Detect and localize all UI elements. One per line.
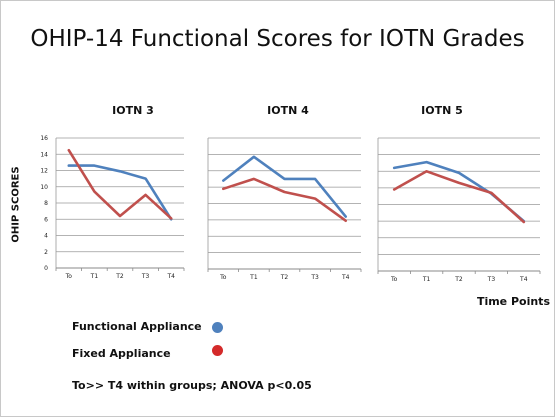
y-tick-label: 0: [44, 265, 48, 272]
y-tick-label: 16: [40, 135, 48, 142]
x-tick-label: T4: [166, 273, 175, 280]
x-tick-label: T4: [341, 274, 350, 281]
x-tick-label: To: [65, 273, 73, 280]
legend-label-fixed: Fixed Appliance: [72, 347, 171, 360]
y-tick-label: 4: [44, 233, 48, 240]
series-line-fixed: [67, 148, 173, 220]
series-line-functional: [67, 164, 173, 221]
x-tick-label: T2: [454, 276, 463, 283]
legend-label-functional: Functional Appliance: [72, 320, 202, 333]
x-axis-label: Time Points: [476, 295, 550, 308]
panel-title-iotn-4: IOTN 4: [267, 104, 309, 117]
x-tick-label: T2: [280, 274, 289, 281]
series-line-fixed: [222, 177, 348, 222]
y-tick-label: 8: [44, 200, 48, 207]
y-tick-label: 2: [44, 249, 48, 256]
x-tick-label: T2: [115, 273, 124, 280]
x-tick-label: T1: [90, 273, 99, 280]
x-tick-label: T1: [422, 276, 431, 283]
footnote: To>> T4 within groups; ANOVA p<0.05: [72, 379, 312, 392]
panel-title-iotn-5: IOTN 5: [421, 104, 463, 117]
y-tick-label: 14: [40, 151, 48, 158]
x-tick-label: T4: [519, 276, 528, 283]
panel-title-iotn-3: IOTN 3: [112, 104, 154, 117]
x-tick-label: To: [219, 274, 227, 281]
x-tick-label: T1: [249, 274, 258, 281]
series-line-fixed: [392, 170, 526, 224]
y-tick-label: 10: [40, 184, 48, 191]
y-tick-label: 12: [40, 168, 48, 175]
series-line-functional: [222, 155, 348, 218]
x-tick-label: T3: [141, 273, 150, 280]
y-tick-label: 6: [44, 216, 48, 223]
chart-title: OHIP-14 Functional Scores for IOTN Grade…: [30, 26, 525, 52]
legend-marker-fixed: [212, 345, 223, 356]
x-tick-label: T3: [487, 276, 496, 283]
legend-marker-functional: [212, 322, 223, 333]
x-tick-label: To: [390, 276, 398, 283]
x-tick-label: T3: [310, 274, 319, 281]
